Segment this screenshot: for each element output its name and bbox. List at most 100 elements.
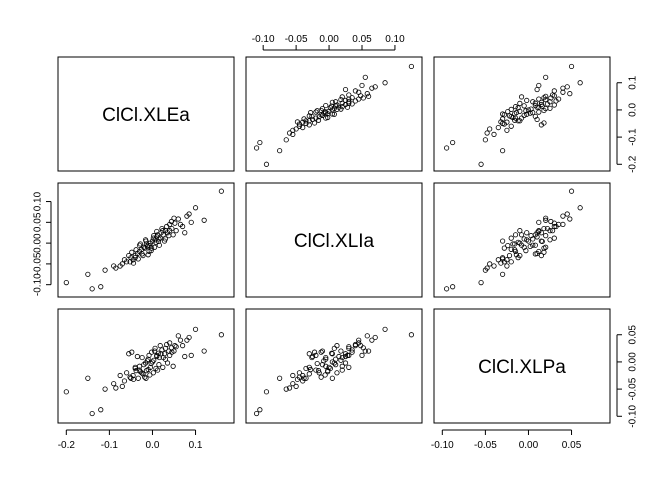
- scatter-point: [577, 80, 583, 86]
- scatter-point: [515, 118, 521, 124]
- scatter-point: [139, 354, 145, 361]
- panel-3-1: [57, 308, 235, 424]
- scatter-point: [333, 362, 339, 368]
- scatter-point: [155, 238, 162, 245]
- scatter-point: [164, 341, 170, 348]
- scatter-point: [325, 114, 331, 121]
- scatter-point: [130, 376, 137, 382]
- scatter-point: [532, 100, 538, 106]
- scatter-point: [277, 375, 283, 381]
- scatter-point: [339, 363, 345, 369]
- scatter-point: [309, 113, 315, 120]
- scatter-point: [154, 228, 160, 235]
- panel-3-2: [245, 308, 423, 424]
- scatter-point: [331, 360, 337, 366]
- scatter-point: [508, 123, 514, 129]
- scatter-point: [518, 115, 525, 121]
- scatter-point: [313, 109, 319, 115]
- scatter-point: [301, 116, 307, 122]
- scatter-point: [283, 386, 289, 392]
- panel-1-2: [245, 56, 423, 172]
- scatter-point: [512, 241, 518, 247]
- scatter-point: [339, 104, 345, 110]
- scatter-point: [547, 237, 553, 243]
- scatter-point: [89, 410, 95, 417]
- scatter-point: [159, 347, 165, 353]
- tick-label: -0.10: [431, 440, 454, 451]
- scatter-point: [129, 249, 135, 255]
- scatter-point: [382, 80, 388, 86]
- scatter-point: [539, 238, 545, 245]
- scatter-point: [382, 326, 388, 332]
- scatter-point: [500, 148, 506, 154]
- scatter-point: [339, 100, 345, 106]
- scatter-point: [309, 354, 315, 361]
- scatter-point: [564, 211, 570, 217]
- scatter-point: [133, 368, 139, 374]
- scatter-point: [528, 106, 534, 112]
- scatter-point: [495, 124, 501, 131]
- scatter-point: [300, 378, 306, 384]
- panel-3-3: [433, 308, 611, 424]
- scatter-point: [568, 63, 575, 70]
- scatter-point: [334, 370, 340, 376]
- scatter-point: [359, 352, 365, 358]
- scatter-point: [512, 232, 519, 238]
- scatter-point: [303, 120, 309, 127]
- scatter-point: [364, 333, 370, 339]
- scatter-point: [352, 341, 359, 348]
- scatter-point: [186, 334, 192, 341]
- scatter-point: [567, 91, 573, 97]
- scatter-point: [143, 368, 150, 374]
- scatter-point: [364, 91, 370, 97]
- scatter-point: [127, 259, 133, 265]
- scatter-point: [182, 230, 188, 236]
- scatter-point: [521, 112, 527, 118]
- scatter-point: [126, 351, 132, 357]
- scatter-point: [487, 261, 493, 267]
- scatter-point: [139, 370, 145, 376]
- scatter-point: [329, 351, 335, 357]
- scatter-point: [524, 111, 530, 117]
- scatter-point: [156, 362, 162, 368]
- scatter-point: [253, 145, 260, 151]
- scatter-point: [136, 363, 143, 369]
- scatter-point: [315, 368, 322, 374]
- scatter-point: [296, 123, 303, 129]
- tick-label: -0.10: [628, 404, 639, 427]
- scatter-point: [300, 124, 306, 131]
- scatter-point: [157, 343, 163, 349]
- scatter-point: [170, 232, 176, 238]
- scatter-point: [539, 103, 545, 109]
- scatter-point: [339, 94, 345, 100]
- scatter-point: [329, 103, 335, 109]
- scatter-point: [160, 228, 166, 234]
- scatter-point: [150, 370, 156, 376]
- scatter-point: [524, 237, 530, 243]
- scatter-point: [508, 259, 514, 265]
- scatter-point: [152, 348, 158, 354]
- scatter-point: [177, 337, 184, 343]
- scatter-point: [98, 284, 104, 290]
- scatter-point: [326, 108, 332, 114]
- scatter-point: [543, 217, 549, 223]
- scatter-point: [553, 98, 559, 104]
- scatter-point: [523, 248, 529, 254]
- scatter-point: [329, 375, 335, 381]
- scatter-point: [450, 284, 456, 290]
- scatter-point: [192, 326, 199, 332]
- tick-label: 0.00: [319, 34, 339, 45]
- tick-label: 0.0: [628, 103, 639, 117]
- scatter-point: [543, 215, 549, 221]
- scatter-point: [277, 148, 283, 154]
- panel-1-1: [57, 56, 235, 172]
- scatter-point: [151, 357, 157, 363]
- scatter-point: [314, 360, 320, 367]
- scatter-point: [491, 263, 497, 269]
- tick-label: 0.00: [33, 233, 44, 253]
- scatter-point: [524, 97, 530, 104]
- scatter-point: [508, 246, 514, 252]
- scatter-point: [338, 348, 344, 354]
- scatter-point: [318, 374, 324, 380]
